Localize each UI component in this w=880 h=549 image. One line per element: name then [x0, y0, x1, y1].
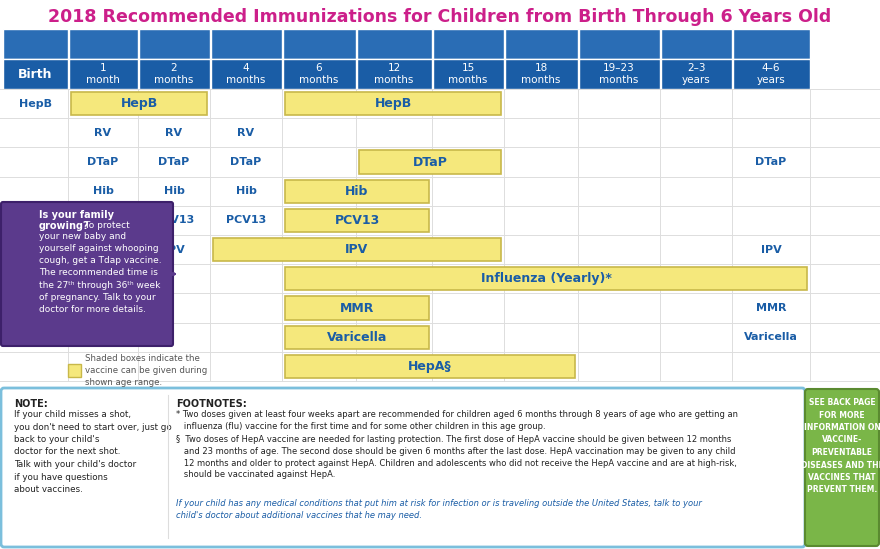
Bar — [359, 150, 501, 173]
Bar — [356, 29, 431, 59]
Bar — [578, 29, 659, 59]
Text: IPV: IPV — [92, 245, 114, 255]
Bar — [69, 59, 137, 89]
Text: Hib: Hib — [164, 186, 185, 196]
Text: Varicella: Varicella — [326, 330, 387, 344]
Text: 1
month: 1 month — [86, 63, 120, 85]
Bar — [285, 92, 501, 115]
Text: Hib: Hib — [92, 186, 114, 196]
Bar — [578, 59, 659, 89]
Text: Varicella: Varicella — [744, 332, 798, 342]
FancyBboxPatch shape — [1, 202, 173, 346]
FancyBboxPatch shape — [1, 388, 805, 547]
Text: NOTE:: NOTE: — [14, 399, 48, 409]
Text: 2
months: 2 months — [154, 63, 194, 85]
Bar — [432, 59, 503, 89]
Text: Is your family: Is your family — [39, 210, 114, 220]
Text: HepB: HepB — [18, 99, 52, 109]
Text: 18
months: 18 months — [521, 63, 561, 85]
Text: DTaP: DTaP — [87, 157, 119, 167]
Text: 2018 Recommended Immunizations for Children from Birth Through 6 Years Old: 2018 Recommended Immunizations for Child… — [48, 8, 832, 26]
Bar — [282, 29, 356, 59]
Text: RV: RV — [165, 128, 182, 138]
Text: DTaP: DTaP — [413, 155, 447, 169]
Text: SEE BACK PAGE
FOR MORE
INFORMATION ON
VACCINE-
PREVENTABLE
DISEASES AND THE
VACC: SEE BACK PAGE FOR MORE INFORMATION ON VA… — [801, 398, 880, 495]
Text: growing?: growing? — [39, 221, 90, 231]
Bar — [3, 29, 68, 59]
Bar — [432, 29, 503, 59]
Text: DTaP: DTaP — [755, 157, 787, 167]
Text: MMR: MMR — [340, 301, 374, 315]
Bar — [504, 59, 577, 89]
Text: 12
months: 12 months — [374, 63, 414, 85]
Text: If your child has any medical conditions that put him at risk for infection or i: If your child has any medical conditions… — [176, 499, 702, 520]
Text: MMR: MMR — [756, 303, 786, 313]
Text: RV: RV — [94, 128, 112, 138]
Text: PCV13: PCV13 — [334, 214, 379, 227]
Bar — [285, 209, 429, 232]
Bar — [356, 59, 431, 89]
Bar — [285, 296, 429, 320]
Bar — [68, 364, 81, 377]
Text: IPV: IPV — [345, 243, 369, 256]
Bar — [285, 326, 429, 349]
Text: RV: RV — [238, 128, 254, 138]
Text: IPV: IPV — [164, 245, 185, 255]
Text: 4
months: 4 months — [226, 63, 266, 85]
Text: 4–6
years: 4–6 years — [757, 63, 785, 85]
Bar — [282, 59, 356, 89]
Text: PCV13: PCV13 — [154, 215, 194, 226]
Bar — [210, 29, 282, 59]
Text: IPV: IPV — [760, 245, 781, 255]
Bar — [71, 92, 207, 115]
Text: PCV13: PCV13 — [226, 215, 266, 226]
Bar — [213, 238, 501, 261]
Text: §  Two doses of HepA vaccine are needed for lasting protection. The first dose o: § Two doses of HepA vaccine are needed f… — [176, 435, 737, 479]
Text: Hib: Hib — [236, 186, 256, 196]
Bar — [661, 29, 731, 59]
Text: PCV13: PCV13 — [83, 215, 123, 226]
Text: Shaded boxes indicate the
vaccine can be given during
shown age range.: Shaded boxes indicate the vaccine can be… — [85, 354, 208, 387]
Text: 19–23
months: 19–23 months — [599, 63, 639, 85]
Bar — [661, 59, 731, 89]
Text: DTaP: DTaP — [231, 157, 261, 167]
Bar — [3, 59, 68, 89]
Text: 6
months: 6 months — [299, 63, 339, 85]
Text: * Two doses given at least four weeks apart are recommended for children aged 6 : * Two doses given at least four weeks ap… — [176, 410, 738, 431]
Bar — [210, 59, 282, 89]
Text: FOOTNOTES:: FOOTNOTES: — [176, 399, 246, 409]
Bar — [138, 29, 209, 59]
Text: 15
months: 15 months — [448, 63, 488, 85]
Text: HepA§: HepA§ — [408, 360, 451, 373]
Bar — [0, 89, 880, 381]
Text: HepB: HepB — [374, 97, 412, 110]
Text: Birth: Birth — [18, 68, 52, 81]
Text: DTaP: DTaP — [158, 157, 189, 167]
Bar — [285, 267, 807, 290]
Bar — [732, 29, 810, 59]
Text: 2–3
years: 2–3 years — [682, 63, 710, 85]
FancyBboxPatch shape — [805, 389, 879, 546]
Bar — [138, 59, 209, 89]
Bar — [732, 59, 810, 89]
Text: your new baby and
yourself against whooping
cough, get a Tdap vaccine.
The recom: your new baby and yourself against whoop… — [39, 232, 162, 314]
Bar — [504, 29, 577, 59]
Text: Influenza (Yearly)*: Influenza (Yearly)* — [480, 272, 612, 285]
Bar — [69, 29, 137, 59]
Text: HepB: HepB — [121, 97, 158, 110]
Bar — [285, 355, 575, 378]
Bar — [285, 180, 429, 203]
Text: If your child misses a shot,
you don't need to start over, just go
back to your : If your child misses a shot, you don't n… — [14, 410, 172, 494]
Text: Hib: Hib — [345, 184, 369, 198]
Text: To protect: To protect — [82, 221, 129, 230]
